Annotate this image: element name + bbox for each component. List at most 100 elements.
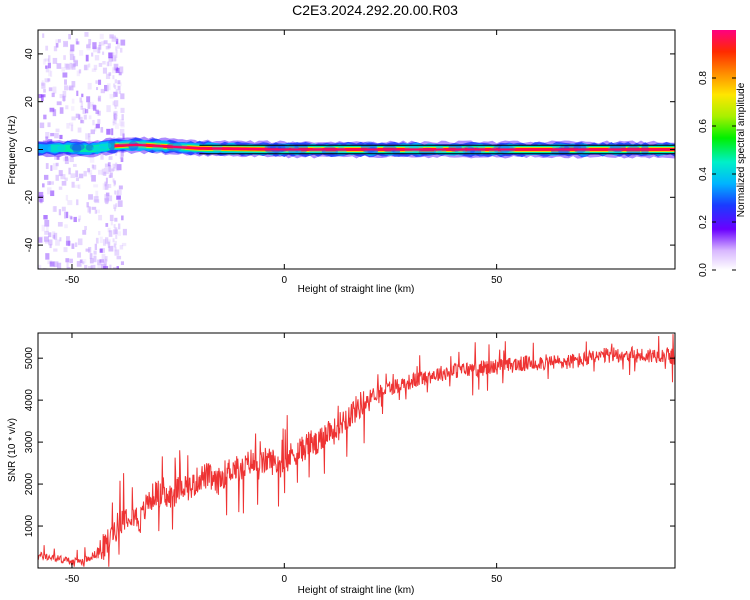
colorbar-tick-label: 0.4: [698, 167, 709, 181]
noise-cell: [84, 32, 89, 37]
noise-cell: [69, 258, 73, 264]
noise-cell: [113, 204, 117, 210]
noise-cell: [100, 127, 104, 133]
noise-cell: [105, 198, 109, 205]
colorbar-tick-label: 0.2: [698, 215, 709, 229]
noise-cell: [38, 94, 42, 99]
noise-cell: [57, 262, 62, 269]
noise-cell: [110, 220, 113, 226]
noise-cell: [105, 223, 109, 227]
noise-cell: [90, 101, 94, 107]
snr-background: [38, 333, 675, 568]
colorbar-tick-label: 0.0: [698, 263, 709, 277]
noise-cell: [91, 175, 96, 182]
noise-cell: [108, 60, 112, 67]
noise-cell: [40, 94, 46, 98]
noise-cell: [38, 264, 42, 269]
noise-cell: [76, 90, 79, 97]
noise-cell: [92, 105, 97, 111]
noise-cell: [112, 52, 115, 57]
noise-cell: [71, 81, 76, 88]
noise-cell: [50, 70, 53, 77]
noise-cell: [101, 168, 105, 176]
noise-cell: [107, 227, 111, 233]
noise-cell: [115, 235, 118, 240]
page-title: C2E3.2024.292.20.00.R03: [292, 2, 458, 18]
noise-cell: [106, 105, 111, 113]
noise-cell: [39, 199, 43, 204]
x-tick: -50: [65, 30, 80, 286]
noise-cell: [113, 93, 116, 98]
noise-cell: [65, 63, 70, 70]
noise-cell: [85, 54, 89, 62]
noise-cell: [89, 156, 95, 163]
noise-cell: [112, 119, 115, 124]
noise-cell: [66, 236, 70, 242]
noise-cell: [86, 202, 89, 208]
colorbar-tick: 0.0: [698, 263, 736, 277]
noise-cell: [71, 181, 75, 188]
noise-cell: [113, 83, 116, 88]
noise-cell: [114, 227, 118, 235]
noise-cell: [71, 116, 76, 121]
noise-cell: [115, 38, 119, 45]
noise-cell: [118, 90, 121, 94]
noise-cell: [97, 97, 101, 101]
spectrogram-panel: -50 0 50 -40 -20 0 20 40 Height of straight lin…: [7, 29, 676, 295]
noise-cell: [115, 53, 118, 58]
noise-cell: [41, 94, 44, 102]
noise-cell: [117, 200, 123, 207]
noise-cell: [45, 163, 49, 169]
noise-cell: [98, 169, 103, 175]
noise-cell: [59, 107, 64, 114]
x-tick-label: 50: [491, 275, 503, 286]
noise-cell: [84, 64, 89, 71]
noise-cell: [116, 164, 122, 171]
noise-cell: [74, 184, 80, 188]
noise-cell: [95, 109, 99, 115]
x-tick-label: -50: [65, 275, 80, 286]
noise-cell: [89, 258, 94, 264]
noise-cell: [62, 72, 68, 78]
noise-cell: [97, 119, 101, 124]
noise-cell: [114, 249, 120, 256]
noise-cell: [39, 122, 45, 129]
y-tick-label: 5000: [24, 347, 35, 370]
noise-cell: [113, 91, 118, 97]
noise-cell: [114, 120, 117, 125]
y-tick: 4000: [24, 389, 675, 411]
noise-cell: [47, 78, 51, 82]
noise-cell: [75, 113, 80, 119]
noise-cell: [87, 168, 91, 173]
noise-cell: [80, 105, 84, 110]
noise-cell: [86, 43, 91, 51]
noise-cell: [52, 57, 58, 64]
y-tick: -20: [24, 190, 675, 205]
noise-cell: [82, 107, 86, 114]
noise-cell: [76, 199, 79, 206]
noise-cell: [99, 33, 104, 40]
noise-cell: [79, 50, 84, 56]
noise-cell: [100, 248, 105, 253]
noise-cell: [105, 177, 108, 184]
y-tick: 5000: [24, 347, 675, 370]
noise-cell: [72, 163, 77, 167]
snr-x-axis-label: Height of straight line (km): [298, 585, 415, 596]
noise-cell: [92, 119, 95, 126]
noise-cell: [41, 80, 44, 86]
noise-cell: [74, 60, 79, 67]
noise-cell: [121, 114, 124, 121]
y-tick-label: -20: [24, 190, 35, 205]
noise-cell: [112, 75, 115, 80]
noise-cell: [115, 64, 118, 69]
noise-cell: [52, 206, 57, 212]
noise-cell: [77, 238, 83, 246]
y-tick: -40: [24, 237, 675, 252]
noise-cell: [102, 61, 106, 65]
noise-cell: [119, 128, 125, 136]
noise-cell: [88, 115, 92, 120]
noise-cell: [47, 181, 51, 186]
noise-cell: [115, 164, 120, 172]
noise-cell: [114, 85, 117, 90]
y-tick: 20: [24, 96, 675, 107]
